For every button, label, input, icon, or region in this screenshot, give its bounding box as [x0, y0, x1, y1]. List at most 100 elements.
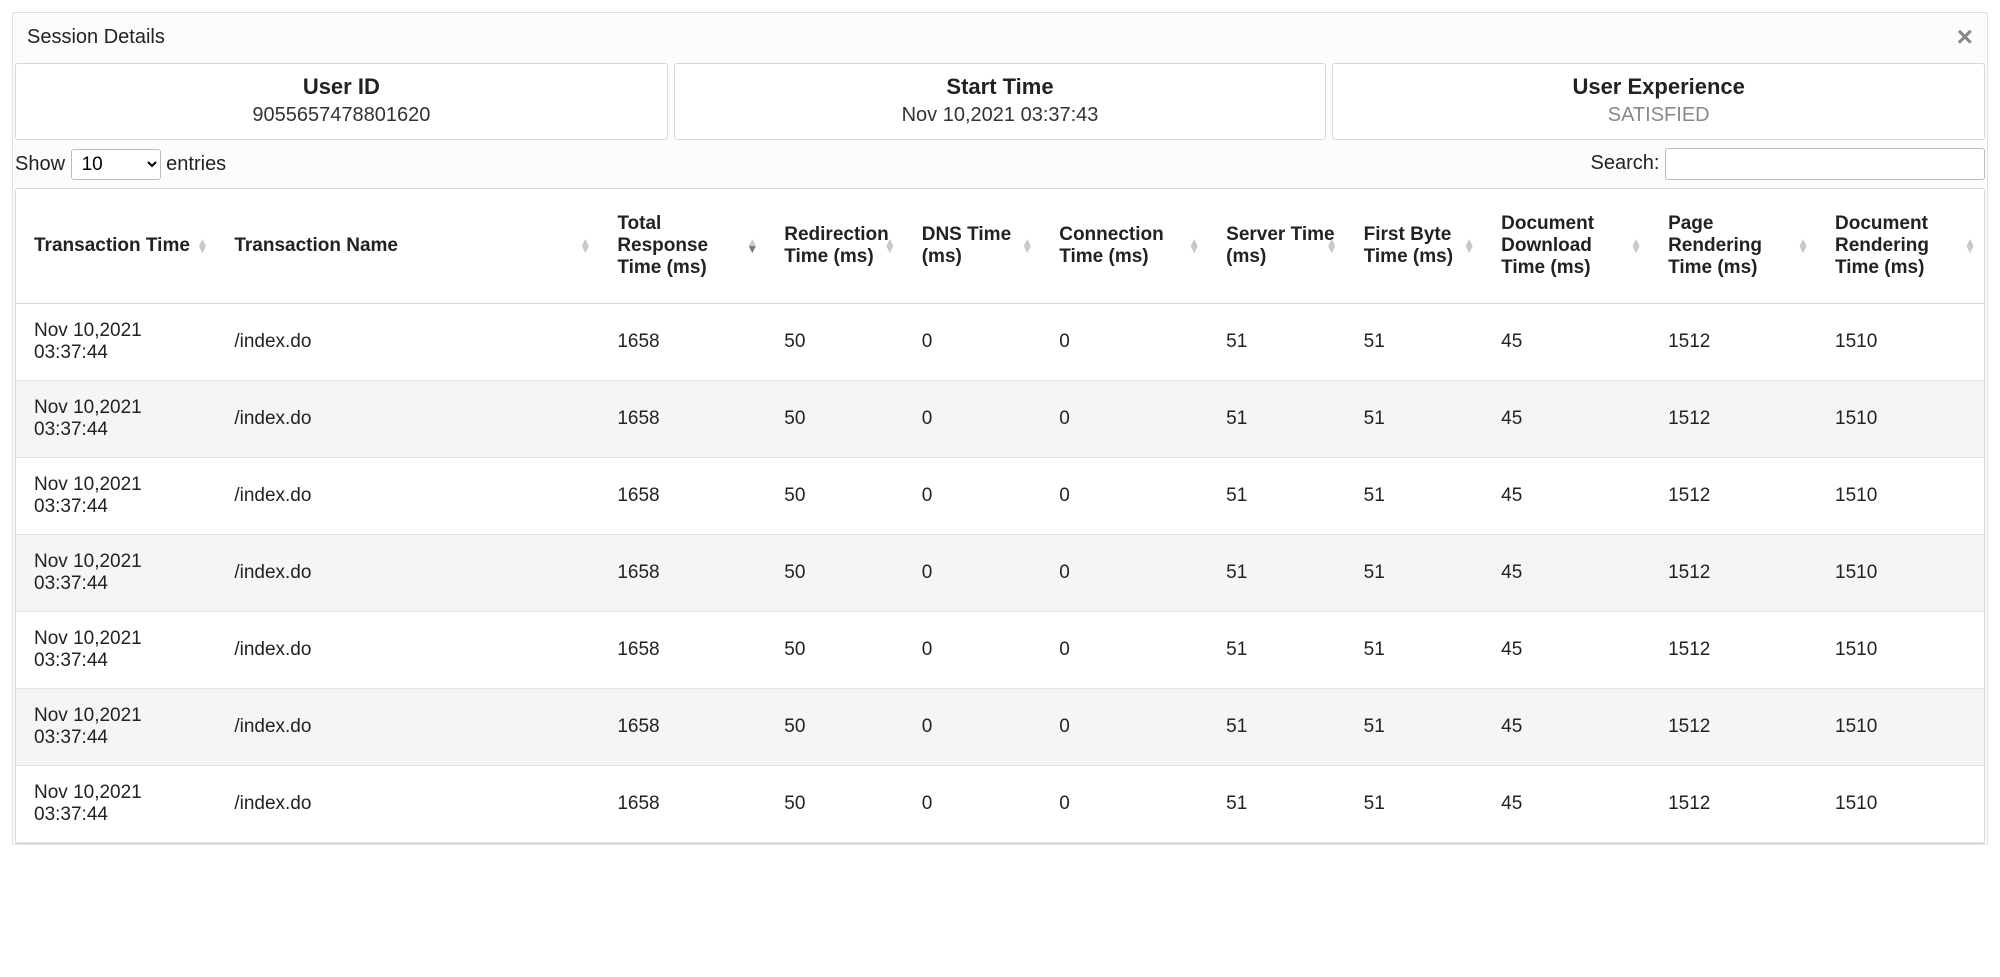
- sort-down-icon: ▼: [1630, 246, 1642, 253]
- summary-label: Start Time: [683, 74, 1318, 100]
- table-cell: 45: [1483, 535, 1650, 612]
- sort-icon[interactable]: ▲▼: [579, 239, 591, 253]
- sort-icon[interactable]: ▲▼: [1630, 239, 1642, 253]
- table-row[interactable]: Nov 10,2021 03:37:44/index.do16585000515…: [16, 689, 1984, 766]
- table-cell: /index.do: [216, 304, 599, 381]
- show-entries: Show 102550100 entries: [15, 149, 226, 180]
- column-header-label: Connection Time (ms): [1059, 224, 1164, 267]
- table-cell: 1510: [1817, 535, 1984, 612]
- table-cell: 1510: [1817, 458, 1984, 535]
- sort-down-icon: ▼: [579, 246, 591, 253]
- summary-card: User ExperienceSATISFIED: [1332, 63, 1985, 140]
- column-header[interactable]: Document Download Time (ms)▲▼: [1483, 189, 1650, 304]
- table-cell: /index.do: [216, 458, 599, 535]
- sort-icon[interactable]: ▲▼: [1964, 239, 1976, 253]
- table-cell: /index.do: [216, 766, 599, 843]
- sort-icon[interactable]: ▲▼: [1326, 239, 1338, 253]
- table-cell: Nov 10,2021 03:37:44: [16, 689, 216, 766]
- table-cell: /index.do: [216, 535, 599, 612]
- table-cell: 1658: [599, 689, 766, 766]
- search-label: Search:: [1591, 152, 1660, 174]
- column-header-label: Document Rendering Time (ms): [1835, 213, 1929, 278]
- table-row[interactable]: Nov 10,2021 03:37:44/index.do16585000515…: [16, 535, 1984, 612]
- table-row[interactable]: Nov 10,2021 03:37:44/index.do16585000515…: [16, 381, 1984, 458]
- sort-down-icon: ▼: [1021, 246, 1033, 253]
- sort-down-icon: ▼: [1964, 246, 1976, 253]
- table-cell: 1512: [1650, 689, 1817, 766]
- table-cell: 1512: [1650, 381, 1817, 458]
- table-cell: 51: [1346, 458, 1483, 535]
- summary-label: User ID: [24, 74, 659, 100]
- entries-select[interactable]: 102550100: [71, 149, 161, 180]
- table-cell: 45: [1483, 304, 1650, 381]
- column-header[interactable]: Page Rendering Time (ms) ▲▼: [1650, 189, 1817, 304]
- table-cell: 1510: [1817, 304, 1984, 381]
- table-cell: 1658: [599, 381, 766, 458]
- sort-icon[interactable]: ▲▼: [1463, 239, 1475, 253]
- table-cell: 50: [766, 535, 903, 612]
- column-header-label: Transaction Time: [34, 235, 190, 256]
- table-cell: 0: [904, 381, 1041, 458]
- sort-icon[interactable]: ▲▼: [1021, 239, 1033, 253]
- table-cell: 45: [1483, 381, 1650, 458]
- table-cell: 51: [1208, 612, 1345, 689]
- table-cell: Nov 10,2021 03:37:44: [16, 381, 216, 458]
- close-icon[interactable]: ×: [1957, 23, 1973, 51]
- table-cell: 0: [1041, 612, 1208, 689]
- column-header-label: Page Rendering Time (ms): [1668, 213, 1762, 278]
- table-cell: 50: [766, 381, 903, 458]
- column-header-label: Redirection Time (ms): [784, 224, 889, 267]
- panel-title: Session Details: [27, 26, 165, 49]
- table-cell: 0: [904, 458, 1041, 535]
- table-cell: /index.do: [216, 689, 599, 766]
- table-row[interactable]: Nov 10,2021 03:37:44/index.do16585000515…: [16, 304, 1984, 381]
- column-header[interactable]: Server Time (ms)▲▼: [1208, 189, 1345, 304]
- sort-icon[interactable]: ▲▼: [196, 239, 208, 253]
- table-head: Transaction Time▲▼Transaction Name▲▼Tota…: [16, 189, 1984, 304]
- show-label-suffix: entries: [166, 153, 226, 175]
- session-details-panel: Session Details × User ID905565747880162…: [12, 12, 1988, 845]
- table-cell: 0: [904, 612, 1041, 689]
- table-cell: 51: [1346, 535, 1483, 612]
- sort-icon[interactable]: ▲▼: [746, 239, 758, 253]
- summary-label: User Experience: [1341, 74, 1976, 100]
- column-header[interactable]: Transaction Name▲▼: [216, 189, 599, 304]
- transactions-table: Transaction Time▲▼Transaction Name▲▼Tota…: [16, 189, 1984, 843]
- sort-down-icon: ▼: [196, 246, 208, 253]
- column-header[interactable]: Redirection Time (ms)▲▼: [766, 189, 903, 304]
- sort-icon[interactable]: ▲▼: [1797, 239, 1809, 253]
- column-header[interactable]: First Byte Time (ms) ▲▼: [1346, 189, 1483, 304]
- table-cell: Nov 10,2021 03:37:44: [16, 458, 216, 535]
- table-cell: Nov 10,2021 03:37:44: [16, 766, 216, 843]
- table-row[interactable]: Nov 10,2021 03:37:44/index.do16585000515…: [16, 612, 1984, 689]
- table-cell: 0: [904, 766, 1041, 843]
- table-cell: /index.do: [216, 381, 599, 458]
- panel-header: Session Details ×: [13, 13, 1987, 65]
- table-cell: Nov 10,2021 03:37:44: [16, 535, 216, 612]
- table-cell: 1512: [1650, 612, 1817, 689]
- table-cell: 45: [1483, 612, 1650, 689]
- column-header[interactable]: Total Response Time (ms)▲▼: [599, 189, 766, 304]
- sort-icon[interactable]: ▲▼: [1188, 239, 1200, 253]
- column-header[interactable]: DNS Time (ms)▲▼: [904, 189, 1041, 304]
- table-row[interactable]: Nov 10,2021 03:37:44/index.do16585000515…: [16, 458, 1984, 535]
- table-cell: /index.do: [216, 612, 599, 689]
- transactions-table-wrap: Transaction Time▲▼Transaction Name▲▼Tota…: [15, 188, 1985, 844]
- sort-icon[interactable]: ▲▼: [884, 239, 896, 253]
- table-cell: 50: [766, 458, 903, 535]
- column-header-label: First Byte Time (ms): [1364, 224, 1453, 267]
- search-input[interactable]: [1665, 148, 1985, 180]
- table-cell: 0: [1041, 381, 1208, 458]
- table-cell: 1658: [599, 304, 766, 381]
- column-header[interactable]: Connection Time (ms) ▲▼: [1041, 189, 1208, 304]
- table-cell: 1512: [1650, 458, 1817, 535]
- table-cell: Nov 10,2021 03:37:44: [16, 612, 216, 689]
- show-label-prefix: Show: [15, 153, 65, 175]
- table-cell: 51: [1346, 304, 1483, 381]
- table-cell: 1658: [599, 766, 766, 843]
- sort-down-icon: ▼: [1797, 246, 1809, 253]
- table-row[interactable]: Nov 10,2021 03:37:44/index.do16585000515…: [16, 766, 1984, 843]
- table-cell: 1510: [1817, 766, 1984, 843]
- column-header[interactable]: Transaction Time ▲▼: [16, 189, 216, 304]
- column-header[interactable]: Document Rendering Time (ms) ▲▼: [1817, 189, 1984, 304]
